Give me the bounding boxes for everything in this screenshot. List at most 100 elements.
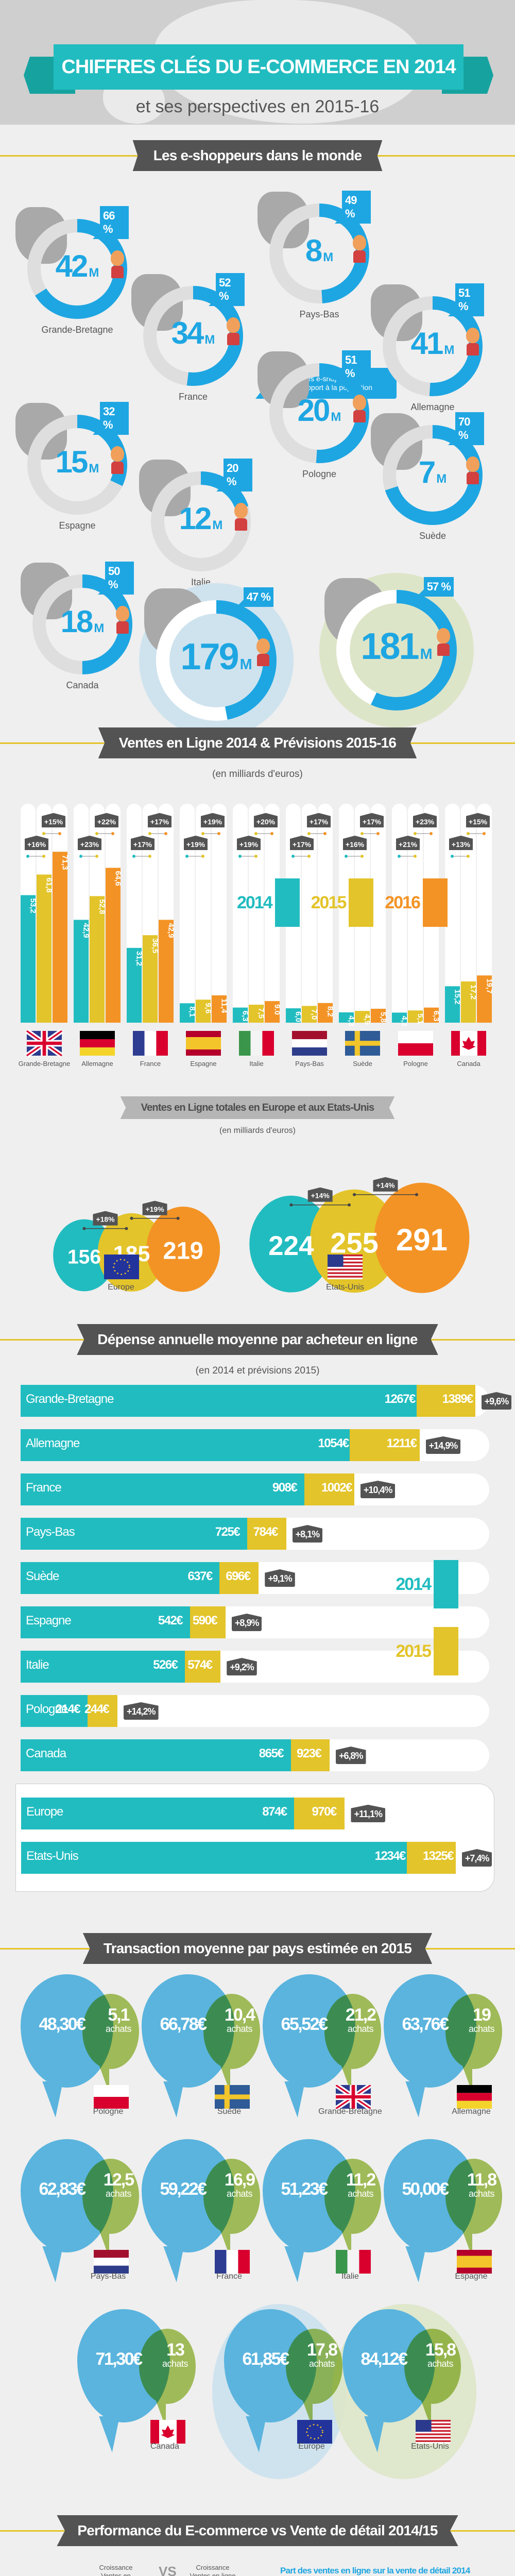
donut-chart (336, 590, 457, 710)
totals-svg: 156 185 219+18%+19%224 255 291+14%+14% (53, 1177, 470, 1293)
growth-label: +23% (416, 818, 435, 826)
bar-2014-italie (233, 1007, 248, 1023)
growth-dot-2015 (42, 832, 45, 835)
flag-container (215, 2250, 250, 2276)
bar-2014-grande-bretagne (21, 895, 36, 1023)
bar-value-label: 53,2 (29, 898, 38, 913)
count-unit: M (212, 518, 223, 532)
growth-dot-2015 (307, 832, 311, 835)
country-label: Pologne (93, 2107, 124, 2116)
bar-2016-canada (477, 975, 492, 1023)
eshoppers-share-badge: 47 % (236, 587, 273, 607)
growth-label: +19% (203, 818, 222, 826)
eshoppers-count: 18 M (31, 604, 134, 639)
bubble-value-label: 224 (268, 1231, 314, 1261)
eshoppers-count: 34 M (142, 315, 245, 351)
flag-italie-icon (239, 1031, 274, 1056)
bar-track (265, 804, 280, 1023)
growth-dot-2014 (185, 855, 188, 858)
bar-track (212, 804, 227, 1023)
purchases-label: achats (468, 2189, 495, 2199)
growth-dot (130, 1216, 133, 1220)
bar-2014 (21, 1473, 304, 1505)
eshoppers-share-badge: 51 % (335, 350, 371, 383)
growth-badge: +9,6% (481, 1392, 512, 1410)
eshoppers-section: % part des e-shoppeurs par rapport à la … (0, 181, 515, 738)
bar-2014 (21, 1606, 190, 1638)
sales-bar-chart: 53,2 61,8 71,3 +15% +16% Grande-Bretagne 42,9 5… (0, 788, 515, 1077)
pie-section-title: Part des ventes en ligne sur la vente de… (280, 2566, 470, 2575)
national-character-icon (110, 446, 125, 477)
eshopper-donut-italie: 12 M 20 % Italie (139, 459, 252, 594)
average-transaction-amount: 59,22€ (160, 2179, 207, 2199)
badge-shape (184, 836, 208, 850)
section-title-transactions: Transaction moyenne par pays estimée en … (0, 1933, 515, 1964)
value-2015: 1002€ (321, 1481, 353, 1495)
bar-track (392, 804, 407, 1023)
purchases-count: 5,1 achats (98, 2006, 139, 2034)
growth-dot-2015 (254, 855, 258, 858)
spend-bar-chart: Grande-Bretagne 1267€ 1389€ +9,6% Allema… (0, 1385, 515, 1892)
amount-value: 51,23 (281, 2179, 319, 2199)
growth-dot-2015 (201, 832, 204, 835)
bar-value-label: 71,3 (61, 855, 70, 870)
bar-2015 (87, 1695, 117, 1727)
spend-unit-note: (en 2014 et prévisions 2015) (195, 1365, 320, 1376)
flag-container (215, 2085, 250, 2111)
spend-legend: 2014 2015 (396, 1560, 458, 1694)
growth-badge-2015-2016: +23% (413, 813, 437, 827)
bar-2016-allemagne (106, 868, 121, 1023)
growth-badge: +8,1% (292, 1525, 323, 1543)
growth-badge: +11,1% (351, 1805, 386, 1822)
eshopper-donut-espagne: 15 M 32 % Espagne (15, 402, 129, 537)
count-unit: M (204, 333, 215, 347)
eshopper-donut-pays-bas: 8 M 49 % Pays-Bas (258, 191, 371, 326)
bar-value-label: 7,5 (257, 1008, 266, 1019)
flag-italie-icon (336, 2250, 371, 2274)
bar-value-label: 17,2 (469, 985, 478, 999)
flag-grande-bretagne-icon (334, 2083, 373, 2111)
count-unit: M (444, 343, 455, 357)
growth-dot-2015 (254, 832, 258, 835)
value-2014: 908€ (272, 1481, 298, 1495)
col-line: Ventes en magasin (101, 2572, 131, 2576)
growth-dot-2015 (414, 832, 417, 835)
character-body (467, 472, 479, 484)
category-label: Pays-Bas (295, 1060, 324, 1067)
donut-share-arc (336, 590, 457, 710)
country-label: Espagne (59, 520, 96, 531)
flag-allemagne-icon (80, 1031, 115, 1056)
bar-value-label: 36,5 (151, 938, 160, 953)
eshoppers-share-badge: 20 % (216, 459, 252, 492)
legend-label: 2014 (237, 892, 273, 912)
value-2014: 542€ (158, 1614, 183, 1628)
eshoppers-count: 181 M (335, 625, 458, 668)
country-label: Italie (26, 1658, 49, 1672)
flag-container (94, 2085, 129, 2111)
growth-dot-2015 (360, 855, 364, 858)
legend-item-2015: 2015 (396, 1627, 458, 1675)
growth-badge-2014-2015: +13% (449, 836, 473, 850)
donut-share-arc (151, 471, 251, 571)
count-unit: M (89, 266, 99, 280)
legend-item-2016: 2016 (385, 878, 448, 927)
bar-2014 (21, 1739, 291, 1771)
bar-value-label: 4,2 (400, 1015, 409, 1026)
spend-row-france: France 908€ 1002€ +10,4% (21, 1473, 489, 1505)
bubble-value-label: 156 (67, 1246, 101, 1268)
character-head (111, 446, 124, 462)
section-title-sales: Ventes en Ligne 2014 & Prévisions 2015-1… (0, 727, 515, 758)
flag-grande-bretagne-icon (25, 1029, 64, 1058)
growth-label: +17% (293, 840, 312, 849)
national-character-icon (466, 328, 480, 359)
average-transaction-amount: 84,12€ (360, 2349, 408, 2369)
value-2014: 214€ (55, 1702, 81, 1716)
purchases-speech-bubble (324, 2159, 381, 2258)
bar-2016-pologne (424, 1007, 439, 1023)
flag-pologne-icon (94, 2085, 129, 2109)
growth-badge-2015-2016: +22% (95, 813, 118, 827)
growth-badge: +9,2% (227, 1658, 257, 1675)
sales-unit-note: (en milliards d'euros) (212, 769, 303, 779)
transaction-item-espagne: 50,00€ 11,8 achats Espagne (384, 2139, 507, 2283)
